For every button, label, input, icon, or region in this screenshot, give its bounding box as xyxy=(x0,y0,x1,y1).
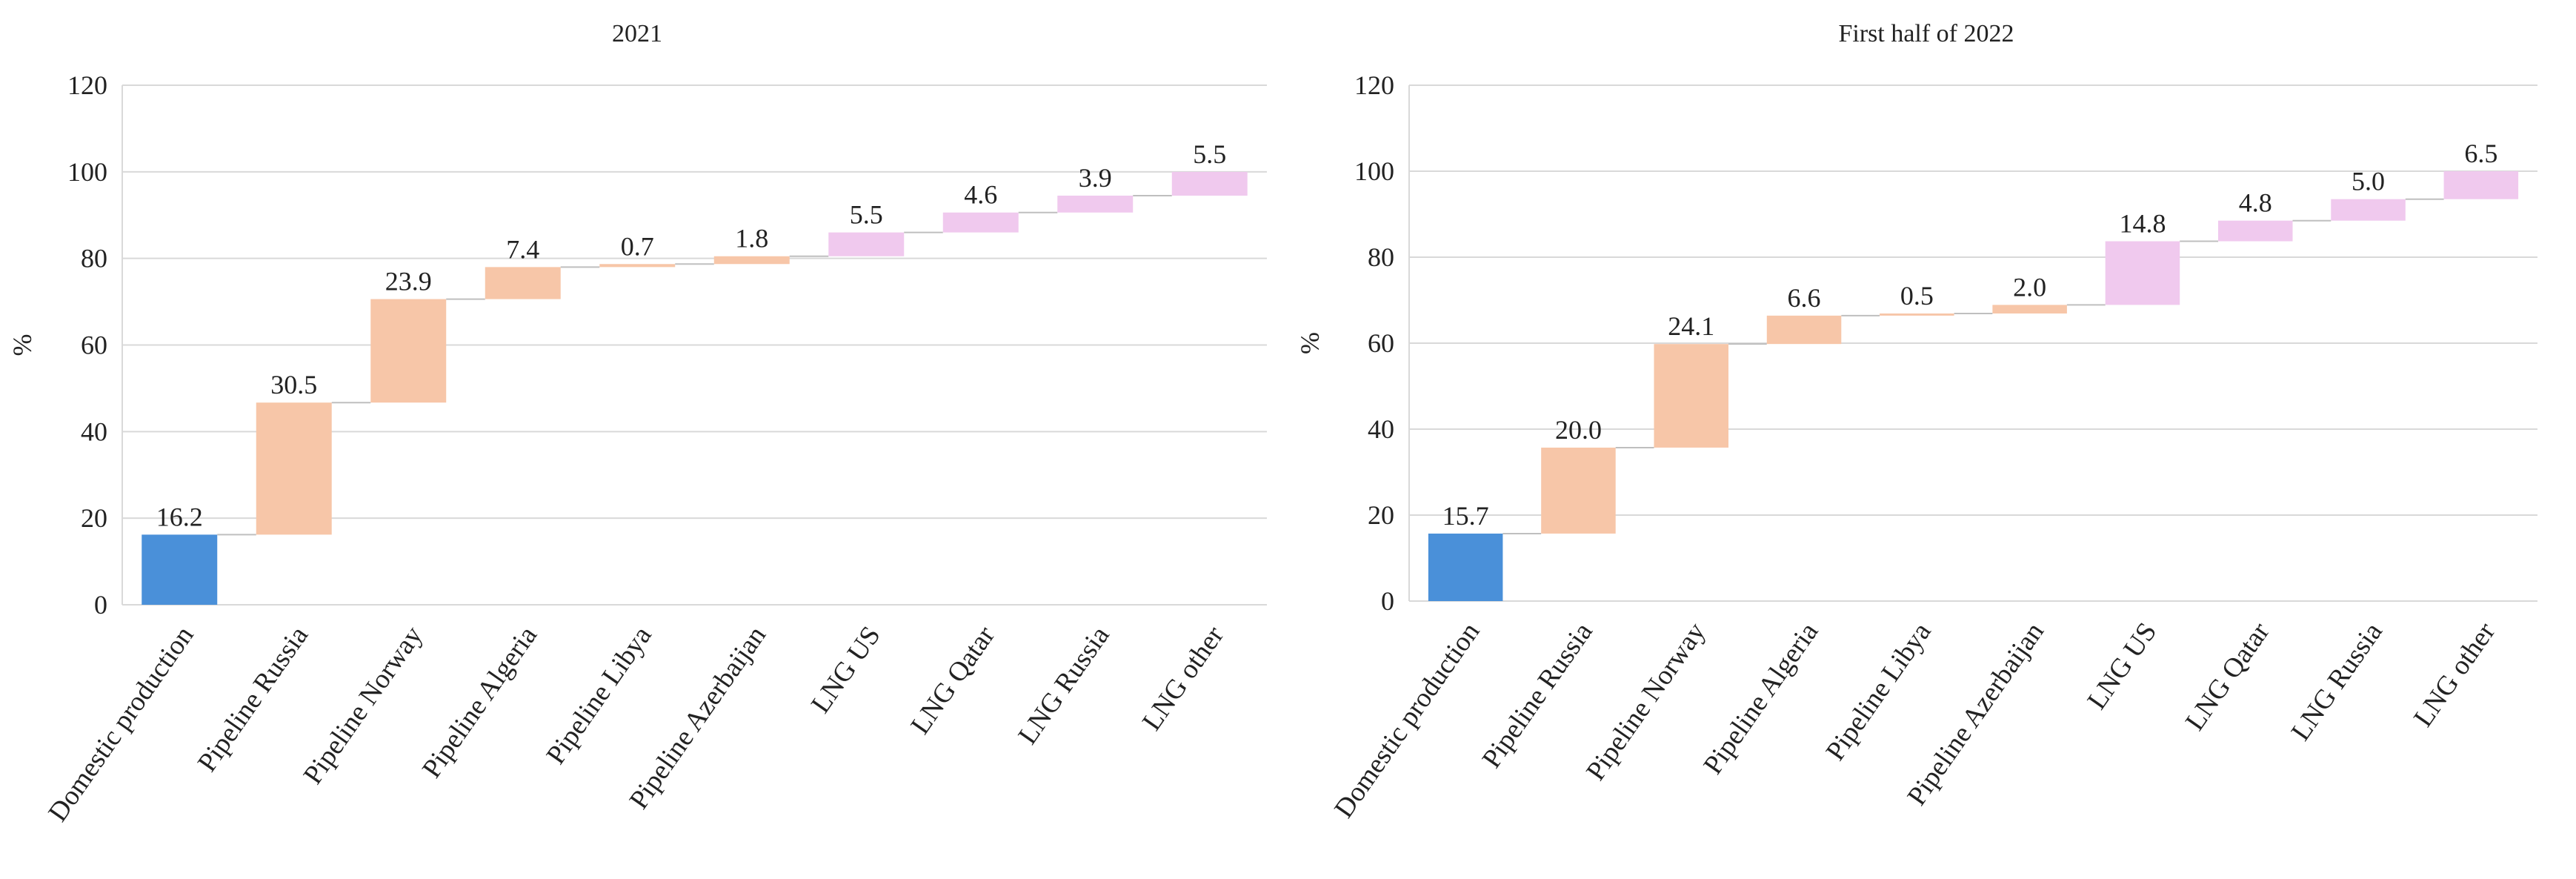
y-tick-label: 80 xyxy=(1368,242,1394,272)
y-axis-title: % xyxy=(7,334,37,356)
category-label: Domestic production xyxy=(42,621,199,828)
bar xyxy=(1766,315,1842,345)
data-label: 5.5 xyxy=(850,200,883,230)
category-label: Pipeline Algeria xyxy=(416,621,543,784)
y-tick-label: 40 xyxy=(81,417,107,446)
y-tick-label: 100 xyxy=(1354,156,1394,186)
chart-1: 2021% 0 20 40 60 80 100 120 16.2 Domestic product… xyxy=(7,20,1267,827)
category-label: Domestic production xyxy=(1328,617,1485,824)
bar xyxy=(828,232,905,256)
bar xyxy=(1428,533,1503,601)
y-tick-label: 120 xyxy=(1354,70,1394,100)
bar xyxy=(1171,171,1248,196)
data-label: 0.5 xyxy=(1900,281,1934,311)
category-label: LNG US xyxy=(805,621,887,719)
bar xyxy=(485,267,561,299)
bar xyxy=(1057,195,1134,213)
category-label: LNG US xyxy=(2082,617,2163,715)
y-tick-label: 0 xyxy=(94,590,107,620)
category-label: Pipeline Norway xyxy=(1580,617,1711,786)
category-label: LNG Qatar xyxy=(905,621,1001,740)
y-tick-label: 60 xyxy=(1368,328,1394,358)
data-label: 24.1 xyxy=(1668,311,1714,341)
data-label: 30.5 xyxy=(270,370,317,399)
bar xyxy=(713,256,790,265)
category-label: LNG Russia xyxy=(2286,617,2389,746)
data-label: 20.0 xyxy=(1555,415,1602,445)
data-label: 1.8 xyxy=(735,224,768,253)
bar xyxy=(2217,220,2293,242)
category-label: Pipeline Russia xyxy=(1477,617,1599,774)
category-label: Pipeline Libya xyxy=(1820,617,1937,766)
data-label: 7.4 xyxy=(506,234,539,264)
category-label: LNG Qatar xyxy=(2180,617,2276,737)
chart-title: First half of 2022 xyxy=(1838,20,2014,47)
data-label: 3.9 xyxy=(1079,163,1112,193)
chart-2: First half of 2022% 0 20 40 60 80 100 120 15.7 Do… xyxy=(1295,20,2537,823)
data-label: 4.6 xyxy=(964,180,997,210)
category-label: Pipeline Russia xyxy=(192,621,314,777)
y-tick-label: 100 xyxy=(67,157,107,187)
category-label: Pipeline Algeria xyxy=(1698,617,1825,780)
bar xyxy=(2443,171,2519,199)
data-label: 6.5 xyxy=(2464,139,2497,168)
category-label: LNG other xyxy=(1136,621,1230,737)
bar xyxy=(1654,344,1729,448)
bar xyxy=(142,534,218,605)
y-tick-label: 0 xyxy=(1381,586,1394,616)
category-label: LNG other xyxy=(2408,617,2501,733)
bar xyxy=(942,212,1019,233)
bar xyxy=(2331,199,2406,221)
bar xyxy=(1880,313,1954,316)
bar xyxy=(1541,447,1616,534)
data-label: 14.8 xyxy=(2119,209,2166,239)
y-tick-label: 80 xyxy=(81,244,107,273)
y-tick-label: 40 xyxy=(1368,414,1394,444)
bar xyxy=(1992,305,2067,314)
data-label: 2.0 xyxy=(2013,272,2046,302)
data-label: 0.7 xyxy=(621,231,654,261)
data-label: 23.9 xyxy=(385,267,432,296)
data-label: 15.7 xyxy=(1442,501,1489,531)
y-axis-title: % xyxy=(1295,332,1325,354)
data-label: 5.5 xyxy=(1193,139,1226,169)
chart-title: 2021 xyxy=(612,20,662,47)
bar xyxy=(2105,241,2180,305)
y-tick-label: 20 xyxy=(81,503,107,533)
data-label: 5.0 xyxy=(2352,167,2385,196)
y-tick-label: 20 xyxy=(1368,500,1394,530)
y-tick-label: 60 xyxy=(81,331,107,360)
bar xyxy=(370,299,447,403)
category-label: LNG Russia xyxy=(1013,621,1116,750)
data-label: 6.6 xyxy=(1788,283,1821,313)
y-tick-label: 120 xyxy=(67,70,107,100)
category-label: Pipeline Libya xyxy=(541,621,658,770)
data-label: 4.8 xyxy=(2239,188,2272,218)
category-label: Pipeline Norway xyxy=(298,620,429,789)
bar xyxy=(599,264,676,268)
data-label: 16.2 xyxy=(156,502,203,531)
bar xyxy=(256,402,332,535)
